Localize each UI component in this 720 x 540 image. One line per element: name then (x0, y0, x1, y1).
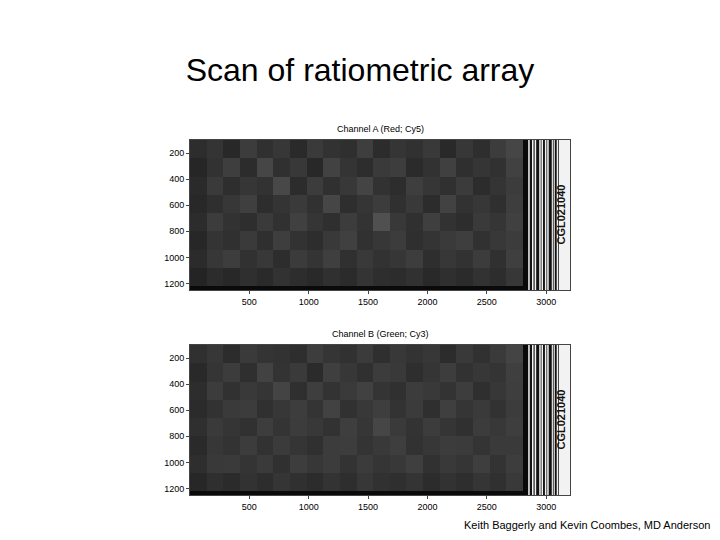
svg-text:1500: 1500 (358, 297, 378, 307)
svg-text:400: 400 (169, 379, 184, 389)
svg-text:Channel A (Red; Cy5): Channel A (Red; Cy5) (337, 124, 424, 134)
svg-text:600: 600 (169, 200, 184, 210)
svg-text:200: 200 (169, 148, 184, 158)
svg-text:1000: 1000 (164, 458, 184, 468)
svg-text:2500: 2500 (477, 502, 497, 512)
svg-text:CGL021040: CGL021040 (555, 390, 567, 450)
svg-text:3000: 3000 (536, 502, 556, 512)
svg-text:2000: 2000 (417, 502, 437, 512)
svg-text:Scan of ratiometric array: Scan of ratiometric array (186, 52, 535, 88)
svg-text:CGL021040: CGL021040 (555, 185, 567, 245)
svg-text:1200: 1200 (164, 484, 184, 494)
svg-text:400: 400 (169, 174, 184, 184)
svg-text:2500: 2500 (477, 297, 497, 307)
svg-text:2000: 2000 (417, 297, 437, 307)
svg-text:Channel B (Green; Cy3): Channel B (Green; Cy3) (332, 329, 429, 339)
svg-text:600: 600 (169, 405, 184, 415)
svg-text:Keith Baggerly and Kevin Coomb: Keith Baggerly and Kevin Coombes, MD And… (464, 519, 710, 531)
svg-text:500: 500 (242, 297, 257, 307)
svg-text:500: 500 (242, 502, 257, 512)
svg-text:800: 800 (169, 431, 184, 441)
svg-text:1000: 1000 (299, 502, 319, 512)
svg-text:800: 800 (169, 226, 184, 236)
svg-text:3000: 3000 (536, 297, 556, 307)
svg-text:1000: 1000 (299, 297, 319, 307)
svg-text:200: 200 (169, 353, 184, 363)
svg-text:1500: 1500 (358, 502, 378, 512)
svg-text:1200: 1200 (164, 279, 184, 289)
svg-text:1000: 1000 (164, 253, 184, 263)
